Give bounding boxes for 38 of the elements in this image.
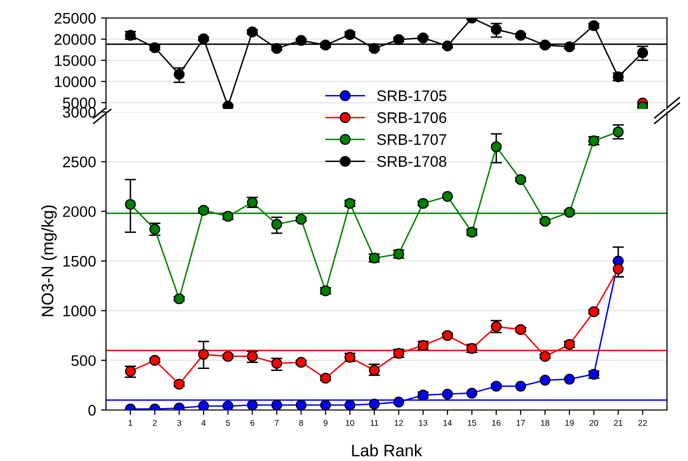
y-tick-label: 500 — [71, 355, 96, 366]
y-tick-label: 1500 — [63, 256, 96, 267]
y-tick-label: 1000 — [63, 306, 96, 316]
legend-label: SRB-1708 — [377, 156, 446, 167]
x-tick-label: 5 — [226, 420, 230, 426]
x-tick-label: 10 — [346, 420, 354, 426]
x-tick-label: 14 — [443, 420, 452, 426]
x-tick-label: 21 — [614, 420, 622, 426]
y-tick-label: 2000 — [63, 206, 96, 218]
x-tick-label: 1 — [128, 420, 132, 426]
x-tick-label: 3 — [177, 420, 182, 426]
y-tick-label: 15000 — [54, 55, 96, 66]
legend-label: SRB-1707 — [377, 134, 446, 145]
y-axis-title: NO3-N (mg/kg) — [41, 206, 57, 316]
x-tick-label: 8 — [299, 420, 304, 426]
legend-label: SRB-1706 — [377, 112, 446, 124]
y-tick-label: 2500 — [63, 156, 96, 168]
y-tick-label: 10000 — [54, 76, 96, 88]
x-tick-label: 13 — [419, 420, 428, 426]
x-tick-label: 12 — [394, 420, 403, 426]
x-tick-label: 11 — [370, 420, 378, 426]
x-tick-label: 19 — [565, 420, 574, 426]
x-tick-label: 2 — [152, 420, 157, 426]
x-tick-label: 18 — [541, 420, 550, 426]
x-tick-label: 4 — [201, 420, 206, 426]
legend-label: SRB-1705 — [377, 90, 446, 102]
y-tick-label: 25000 — [54, 12, 96, 24]
x-axis-title: Lab Rank — [352, 444, 422, 456]
x-tick-label: 22 — [638, 420, 647, 426]
x-tick-label: 6 — [250, 420, 254, 426]
x-tick-label: 16 — [492, 420, 501, 426]
x-tick-label: 9 — [324, 420, 328, 426]
y-tick-label: 0 — [88, 404, 96, 416]
x-tick-label: 7 — [274, 420, 279, 426]
x-tick-label: 20 — [590, 420, 598, 426]
x-tick-label: 15 — [468, 420, 476, 426]
y-tick-label: 20000 — [54, 34, 96, 45]
x-tick-label: 17 — [516, 420, 525, 426]
